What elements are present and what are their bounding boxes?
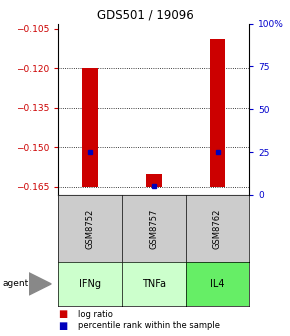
Text: TNFa: TNFa [142, 279, 166, 289]
Text: IL4: IL4 [210, 279, 225, 289]
Text: log ratio: log ratio [78, 310, 113, 319]
Text: ■: ■ [58, 309, 67, 319]
Bar [82, 68, 98, 187]
Text: GSM8752: GSM8752 [85, 208, 95, 249]
Polygon shape [29, 273, 51, 295]
Text: IFNg: IFNg [79, 279, 101, 289]
Text: GDS501 / 19096: GDS501 / 19096 [97, 8, 193, 22]
Bar [146, 174, 162, 187]
Text: percentile rank within the sample: percentile rank within the sample [78, 322, 220, 330]
Text: ■: ■ [58, 321, 67, 331]
Text: agent: agent [3, 280, 29, 288]
Text: GSM8757: GSM8757 [149, 208, 158, 249]
Bar [210, 39, 226, 187]
Text: GSM8762: GSM8762 [213, 208, 222, 249]
